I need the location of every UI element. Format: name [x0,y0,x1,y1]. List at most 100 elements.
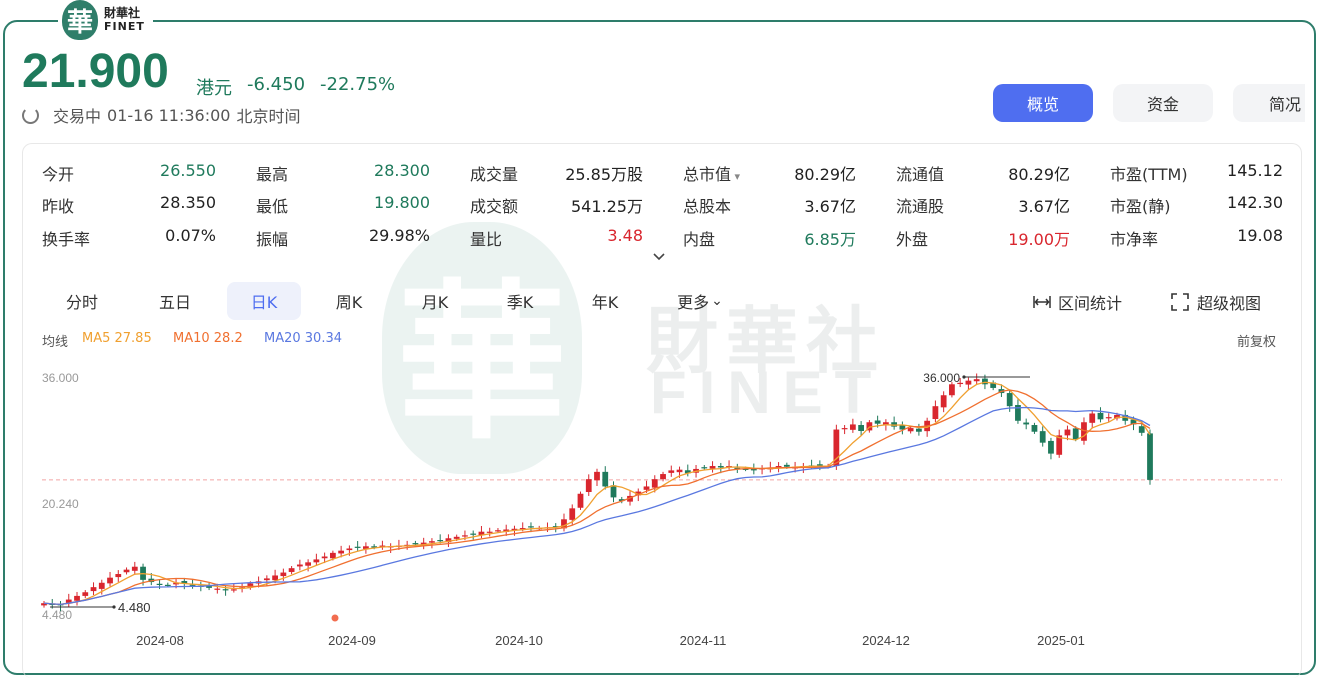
stat-label: 量比 [470,230,503,249]
stat-label: 市盈(静) [1110,197,1171,216]
candle-body [907,428,914,432]
candle-body [371,546,378,548]
candle-body [379,545,386,547]
candle-body [916,428,922,432]
candle-body [354,546,361,548]
candle-body [420,542,427,546]
stat-label: 内盘 [683,230,716,249]
candle-body [429,541,435,543]
period-tab[interactable]: 周K [335,293,363,312]
candle-body [610,485,617,498]
candle-body [577,493,584,508]
period-tab[interactable]: 月K [421,293,449,312]
stat-label: 总市值 ▾ [683,165,741,184]
candle-body [717,466,724,468]
high-marker-dot [962,375,966,379]
stat-label: 市盈(TTM) [1110,165,1188,184]
high-annotation: 36.000 [923,371,960,385]
candle-body [346,548,353,551]
candle-body [453,536,460,539]
candle-body [594,471,600,481]
period-tab[interactable]: 更多 ⌄ [677,293,723,312]
stat-value: 19.08 [1237,226,1283,245]
candle-body [660,474,666,480]
candle-body [528,526,534,528]
candle-body [1056,435,1063,455]
candle-body [486,531,493,533]
refresh-icon[interactable] [22,106,39,124]
candle-body [41,603,47,606]
candle-body [1105,417,1112,419]
candle-body [1072,428,1079,440]
period-tab[interactable]: 五日 [158,293,191,312]
candle-body [676,469,683,473]
period-tab[interactable]: 年K [591,293,619,312]
candle-body [462,535,468,537]
stat-value: 80.29亿 [794,165,856,184]
candle-body [263,578,270,581]
event-marker-dot [331,614,339,622]
candle-body [82,592,89,596]
candle-body [445,538,452,543]
candle-body [651,479,658,488]
candle-body [1031,425,1038,432]
x-tick-label: 2024-11 [680,633,727,648]
stat-value: 3.48 [607,226,643,245]
status-datetime: 01-16 11:36:00 [107,105,231,125]
candle-body [495,530,501,532]
candle-body [247,583,254,588]
candle-body [98,582,105,589]
candle-body [965,380,972,385]
candle-body [701,467,708,469]
candle-body [1097,412,1104,420]
caret-down-icon[interactable]: ▾ [731,170,741,183]
stat-value: 145.12 [1227,161,1283,180]
candle-body [1147,433,1153,480]
candle-body [288,568,295,572]
candle-body [1006,393,1013,407]
candle-body [858,425,865,431]
candle-body [412,543,419,545]
ma5-legend: MA5 27.85 [82,331,152,346]
candle-body [222,589,229,591]
candle-body [107,577,113,584]
stat-value: 541.25万 [571,197,643,216]
stat-label: 最高 [256,165,289,184]
candle-body [816,464,823,466]
y-tick-label: 36.000 [42,371,79,385]
chevron-down-icon[interactable] [652,252,666,262]
candle-body [1138,426,1145,433]
candle-body [74,595,80,601]
low-annotation: 4.480 [118,600,151,615]
tab-overview[interactable]: 概览 [993,84,1093,122]
candle-body [1081,422,1087,441]
tab-funds[interactable]: 资金 [1113,84,1213,122]
candle-body [891,422,898,427]
ma20-line [43,406,1151,606]
range-stats-button[interactable]: 区间统计 [1032,290,1122,314]
stat-label: 总股本 [683,197,732,216]
candle-body [973,379,980,382]
super-view-button[interactable]: 超级视图 [1171,290,1261,314]
more-chevron-icon: ⌄ [711,293,723,309]
watermark-seal-char: 華 [396,263,567,463]
candle-body [363,546,369,549]
tab-profile[interactable]: 简况 [1233,84,1305,122]
period-tab[interactable]: 季K [506,293,534,312]
candle-body [280,572,287,577]
range-icon [1033,296,1051,308]
candle-body [982,378,988,385]
stat-value: 0.07% [165,226,216,245]
candle-body [899,425,906,430]
super-view-label: 超级视图 [1197,294,1262,313]
period-tab[interactable]: 分时 [65,293,98,312]
candle-body [1130,419,1137,425]
candle-body [569,508,576,520]
candle-body [627,495,633,502]
candle-body [519,528,526,530]
candle-body [470,533,477,535]
period-tab[interactable]: 日K [227,282,301,320]
adjust-mode[interactable]: 前复权 [1237,335,1277,350]
candle-body [230,589,237,591]
